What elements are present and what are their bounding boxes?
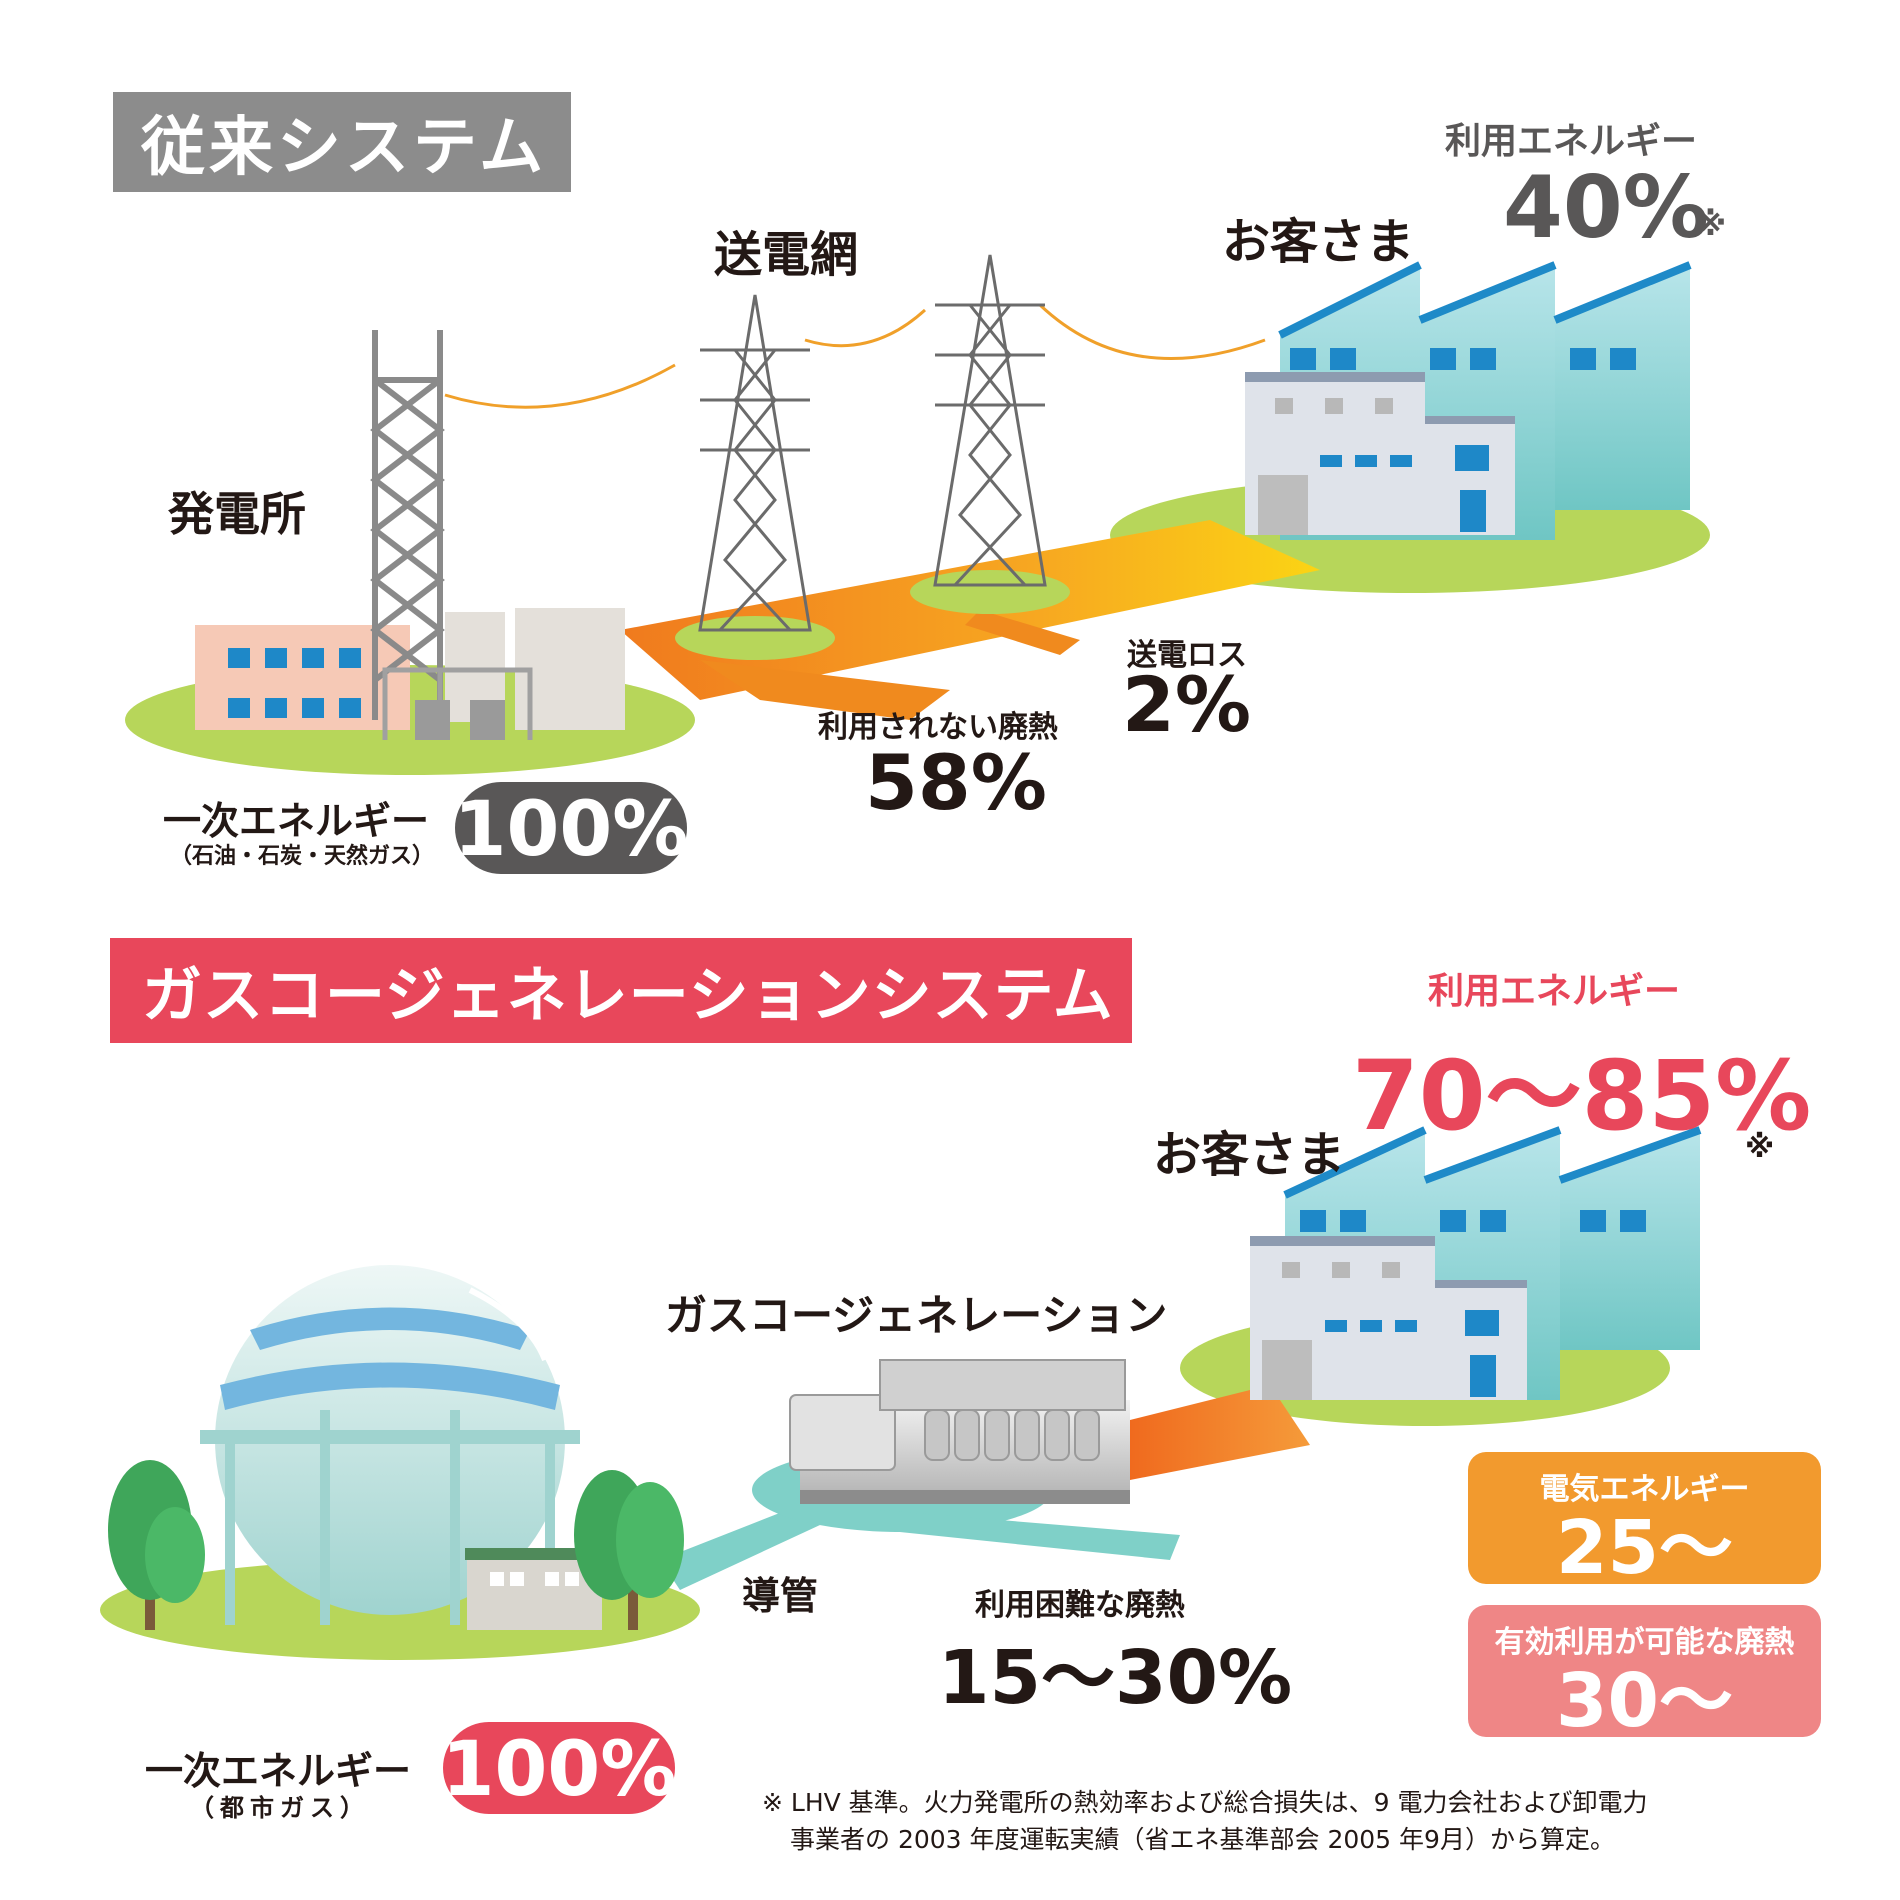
tower2-grass	[910, 570, 1070, 614]
gas-holder	[200, 1265, 605, 1630]
electric-energy-box: 電気エネルギー 25〜48%	[1468, 1452, 1821, 1668]
factory-bottom	[1250, 1126, 1702, 1400]
used-energy-label-bottom: 利用エネルギー	[1428, 971, 1681, 1012]
power-line-1	[444, 363, 676, 409]
primary-value-top: 100%	[453, 782, 689, 874]
footnote-line-1: ※ LHV 基準。火力発電所の熱効率および総合損失は、9 電力会社および卸電力	[762, 1788, 1648, 1817]
waste-branch	[700, 660, 950, 720]
primary-sub-bottom: （都市ガス）	[190, 1794, 370, 1822]
waste-value-bottom: 15〜30%	[938, 1635, 1293, 1721]
grid-label: 送電網	[714, 227, 859, 283]
used-energy-note-top: ※	[1695, 205, 1727, 243]
transmission-tower-1	[698, 294, 812, 632]
transmission-tower-2	[933, 254, 1047, 587]
flow-band-bottom	[1130, 1385, 1310, 1480]
waste-value-top: 58%	[865, 738, 1047, 827]
factory-top	[1245, 261, 1692, 540]
cogeneration-engine	[789, 1359, 1130, 1504]
usable-heat-box: 有効利用が可能な廃熱 30〜50%	[1468, 1605, 1821, 1821]
power-plant	[195, 330, 625, 740]
usable-heat-value: 30〜50%	[1555, 1658, 1734, 1824]
tree-left	[108, 1460, 205, 1630]
used-energy-value-top: 40%	[1503, 158, 1709, 258]
loss-branch	[965, 610, 1080, 655]
loss-value: 2%	[1122, 660, 1252, 749]
gas-pipe	[660, 1505, 820, 1590]
cogeneration-header: ガスコージェネレーションシステム	[110, 938, 1132, 1043]
plant-label: 発電所	[168, 487, 306, 541]
waste-label-bottom: 利用困難な廃熱	[975, 1588, 1185, 1623]
tree-right	[574, 1470, 684, 1630]
pipe-label: 導管	[742, 1574, 819, 1618]
electric-energy-label: 電気エネルギー	[1539, 1472, 1750, 1507]
used-energy-label-top: 利用エネルギー	[1445, 121, 1698, 162]
used-energy-value-bottom: 70〜85%	[1352, 1040, 1812, 1152]
cogeneration-unit-label: ガスコージェネレーション	[665, 1291, 1168, 1340]
used-energy-note-bottom: ※	[1745, 1130, 1775, 1165]
loss-label: 送電ロス	[1127, 638, 1247, 673]
waste-branch-bottom	[880, 1510, 1180, 1560]
usable-heat-label: 有効利用が可能な廃熱	[1494, 1625, 1795, 1660]
primary-label-top: 一次エネルギー	[163, 799, 430, 843]
primary-value-bottom: 100%	[441, 1722, 677, 1814]
tower1-grass	[675, 616, 835, 660]
waste-label-top: 利用されない廃熱	[818, 710, 1058, 745]
customer-label-bottom: お客さま	[1153, 1127, 1346, 1183]
primary-label-bottom: 一次エネルギー	[145, 1749, 412, 1793]
power-line-3	[1038, 303, 1266, 361]
primary-sub-top: （石油・石炭・天然ガス）	[170, 844, 435, 869]
footnote-line-2: 事業者の 2003 年度運転実績（省エネ基準部会 2005 年9月）から算定。	[790, 1825, 1615, 1854]
conventional-header: 従来システム	[113, 92, 571, 192]
customer-label-top: お客さま	[1222, 214, 1415, 270]
power-line-2	[804, 308, 927, 348]
